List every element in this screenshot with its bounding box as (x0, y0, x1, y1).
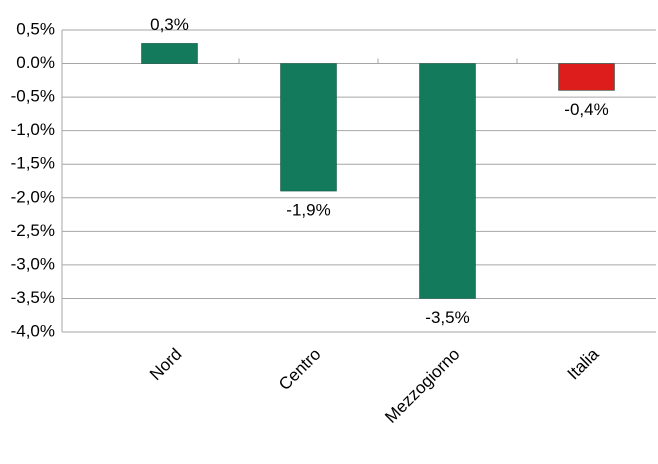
y-tick-label: -1,5% (11, 154, 55, 173)
bar (559, 64, 615, 91)
page: 0,5% 0.0% -0,5% -1,0% -1,5% -2,0% -2,5% -3,0% -3… (0, 0, 658, 464)
chart: 0,5% 0.0% -0,5% -1,0% -1,5% -2,0% -2,5% -3,0% -3… (0, 0, 658, 464)
bar (420, 64, 476, 299)
y-tick-label: -4,0% (11, 321, 55, 340)
x-tick-label: Nord (146, 345, 185, 384)
y-tick-label: 0.0% (16, 53, 55, 72)
y-tick-label: -3,5% (11, 288, 55, 307)
y-tick-label: -1,0% (11, 120, 55, 139)
y-tick-label: 0,5% (16, 19, 55, 38)
x-tick-label: Mezzogiorno (381, 345, 463, 427)
y-tick-label: -2,0% (11, 187, 55, 206)
bar (142, 43, 198, 63)
x-tick-label: Centro (275, 345, 325, 395)
y-tick-label: -3,0% (11, 254, 55, 273)
y-tick-label: -2,5% (11, 221, 55, 240)
data-label: -3,5% (425, 308, 469, 327)
y-tick-label: -0,5% (11, 87, 55, 106)
bar (281, 64, 337, 192)
data-label: -0,4% (564, 100, 608, 119)
data-label: -1,9% (286, 201, 330, 220)
x-tick-label: Italia (564, 344, 603, 383)
data-label: 0,3% (150, 15, 189, 34)
